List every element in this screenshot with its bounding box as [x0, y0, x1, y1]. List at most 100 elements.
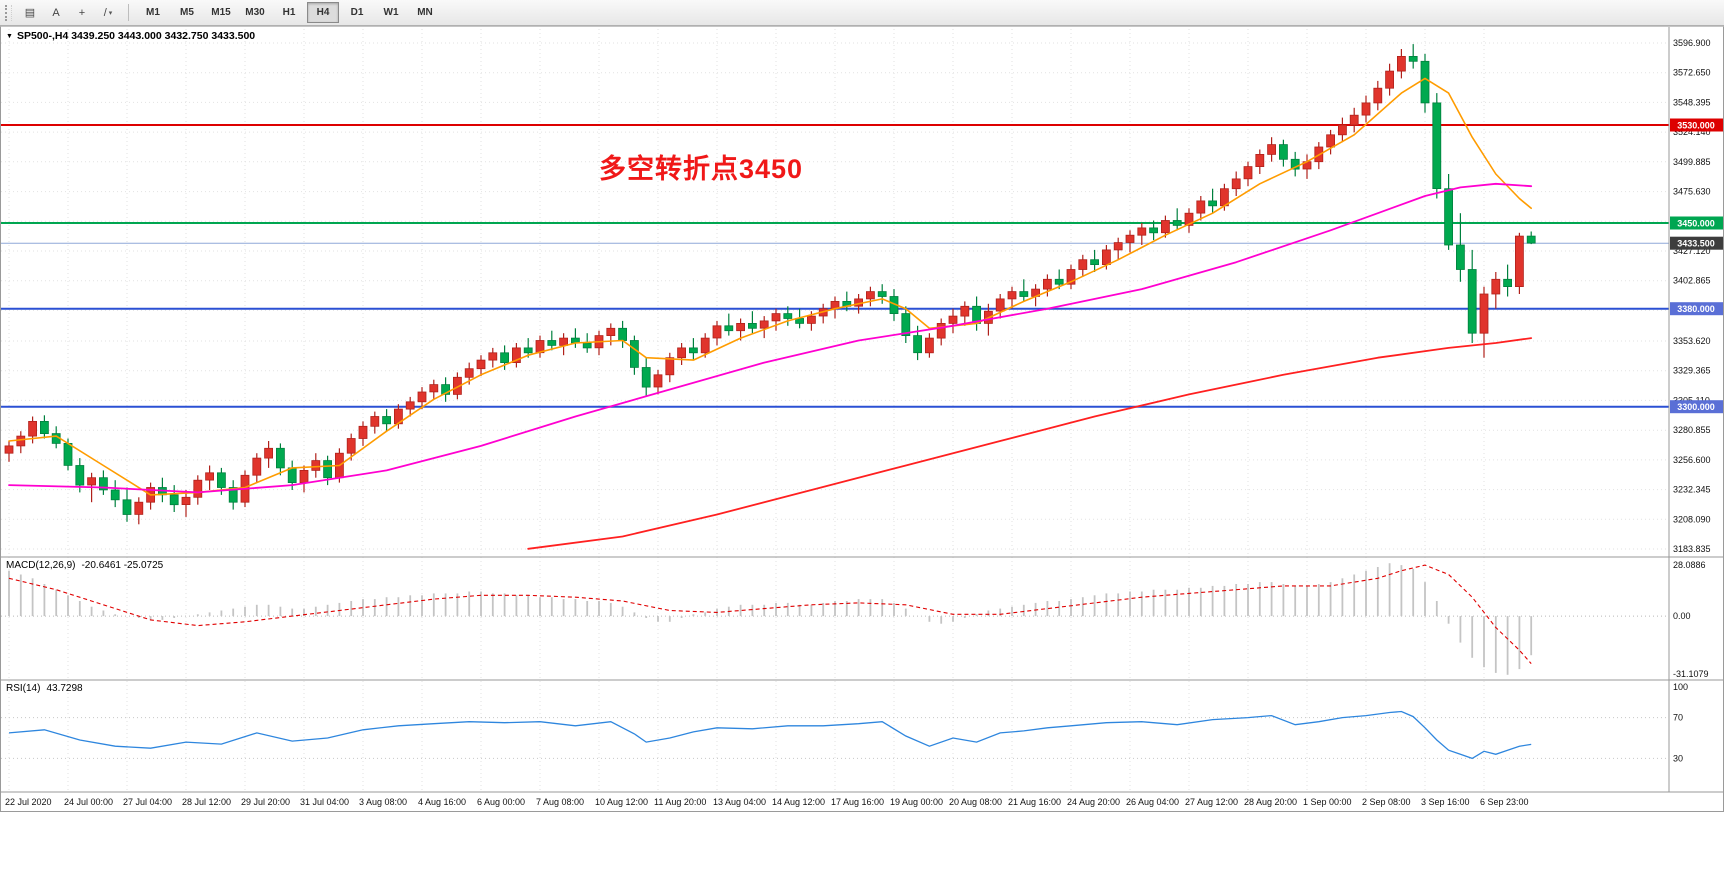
candle	[1279, 139, 1288, 167]
toolbar-grip[interactable]	[5, 4, 12, 21]
candle	[1019, 279, 1029, 302]
chart-title-text: SP500-,H4 3439.250 3443.000 3432.750 343…	[16, 30, 256, 42]
candle	[1326, 129, 1335, 155]
svg-text:13 Aug 04:00: 13 Aug 04:00	[713, 797, 766, 807]
candle	[1515, 232, 1524, 294]
candle	[547, 330, 557, 351]
timeframe-m1[interactable]: M1	[146, 7, 160, 18]
svg-text:14 Aug 12:00: 14 Aug 12:00	[772, 797, 825, 807]
svg-text:21 Aug 16:00: 21 Aug 16:00	[1008, 797, 1061, 807]
candle	[1161, 215, 1170, 238]
candle	[1054, 269, 1064, 290]
svg-text:3232.345: 3232.345	[1673, 485, 1711, 495]
collapse-icon[interactable]: ▼	[6, 32, 13, 40]
candle	[1137, 223, 1147, 245]
candle	[1066, 264, 1076, 290]
candle	[382, 409, 392, 432]
candle	[1420, 53, 1430, 113]
candle	[441, 377, 451, 402]
candle	[99, 470, 108, 495]
candle	[1172, 208, 1182, 231]
timeframe-mn[interactable]: MN	[417, 7, 433, 18]
candle	[630, 335, 639, 375]
timeframe-m30[interactable]: M30	[245, 7, 265, 18]
annotation-text[interactable]: 多空转折点3450	[599, 154, 804, 184]
candle	[1184, 208, 1194, 233]
candle	[405, 396, 415, 417]
candle	[736, 318, 745, 341]
chart-canvas[interactable]: 28.0886 0.00 -31.1079 100 70 30 3596.900 3572.6…	[1, 27, 1724, 813]
dropdown-caret-icon: ▾	[108, 9, 113, 17]
price-tag-3433.500: 3433.500	[1670, 236, 1723, 250]
svg-text:19 Aug 00:00: 19 Aug 00:00	[890, 797, 943, 807]
candle	[511, 343, 521, 368]
candles-layer	[4, 44, 1536, 525]
candle	[606, 323, 616, 346]
svg-text:3329.365: 3329.365	[1673, 366, 1711, 376]
svg-text:22 Jul 2020: 22 Jul 2020	[5, 797, 52, 807]
candle	[689, 338, 698, 361]
svg-text:3183.835: 3183.835	[1673, 544, 1711, 554]
candle	[205, 465, 215, 490]
candle	[181, 490, 191, 517]
macd-pane[interactable]: 28.0886 0.00 -31.1079	[1, 560, 1709, 679]
crosshair-icon[interactable]: +	[78, 6, 86, 19]
candle	[1255, 149, 1265, 174]
text-label-icon[interactable]: A	[52, 6, 60, 19]
candle	[818, 303, 828, 324]
svg-text:-31.1079: -31.1079	[1673, 669, 1709, 679]
candle	[877, 284, 887, 304]
price-tag-3530.000: 3530.000	[1670, 118, 1723, 132]
svg-text:28 Aug 20:00: 28 Aug 20:00	[1244, 797, 1297, 807]
candle	[1078, 254, 1088, 277]
moving-average-lines	[8, 77, 1533, 550]
candle	[488, 347, 498, 368]
chart-window-icon[interactable]: ▤	[24, 7, 36, 19]
candle	[653, 369, 663, 395]
candle	[40, 415, 49, 439]
candle	[1290, 151, 1300, 177]
timeframe-w1[interactable]: W1	[383, 7, 399, 18]
svg-text:3530.000: 3530.000	[1677, 121, 1715, 131]
candle	[972, 296, 981, 331]
candle	[370, 411, 380, 434]
line-tools-dropdown-icon[interactable]: / ▾	[103, 6, 113, 19]
svg-text:3402.865: 3402.865	[1673, 276, 1711, 286]
candle	[16, 431, 26, 454]
candle	[1373, 80, 1383, 111]
candle	[417, 387, 427, 410]
rsi-name: RSI(14)	[6, 683, 41, 694]
svg-text:3433.500: 3433.500	[1677, 239, 1715, 249]
rsi-pane[interactable]: 100 70 30	[1, 682, 1688, 763]
candle	[771, 308, 781, 331]
svg-text:28.0886: 28.0886	[1673, 560, 1706, 570]
candle	[594, 330, 604, 356]
svg-text:3353.620: 3353.620	[1673, 336, 1711, 346]
candle	[995, 294, 1005, 319]
svg-text:26 Aug 04:00: 26 Aug 04:00	[1126, 797, 1179, 807]
svg-text:11 Aug 20:00: 11 Aug 20:00	[654, 797, 706, 807]
svg-text:3427.120: 3427.120	[1673, 246, 1711, 256]
timeframe-d1[interactable]: D1	[350, 7, 364, 18]
candle	[1432, 93, 1442, 199]
candle	[275, 443, 285, 476]
timeframe-h4[interactable]: H4	[307, 2, 339, 23]
chart-window[interactable]: 28.0886 0.00 -31.1079 100 70 30 3596.900 3572.6…	[0, 26, 1724, 812]
candle	[759, 316, 769, 339]
timeframe-h1[interactable]: H1	[282, 7, 296, 18]
ma-medium-magenta[interactable]	[8, 182, 1533, 494]
timeframe-m15[interactable]: M15	[211, 7, 231, 18]
svg-text:0.00: 0.00	[1673, 611, 1691, 621]
candle	[1113, 237, 1123, 260]
svg-text:3280.855: 3280.855	[1673, 425, 1711, 435]
svg-text:3596.900: 3596.900	[1673, 38, 1711, 48]
candle	[358, 421, 368, 446]
timeframe-m5[interactable]: M5	[180, 7, 194, 18]
price-tag-3450.000: 3450.000	[1670, 216, 1723, 230]
ma-fast-orange[interactable]	[8, 77, 1532, 496]
candle	[1231, 171, 1241, 196]
candle	[1043, 274, 1052, 297]
toolbar-icons: ▤ A + / ▾	[17, 2, 121, 24]
ma-slow-red[interactable]	[527, 337, 1533, 550]
pane-dividers	[1, 27, 1724, 793]
